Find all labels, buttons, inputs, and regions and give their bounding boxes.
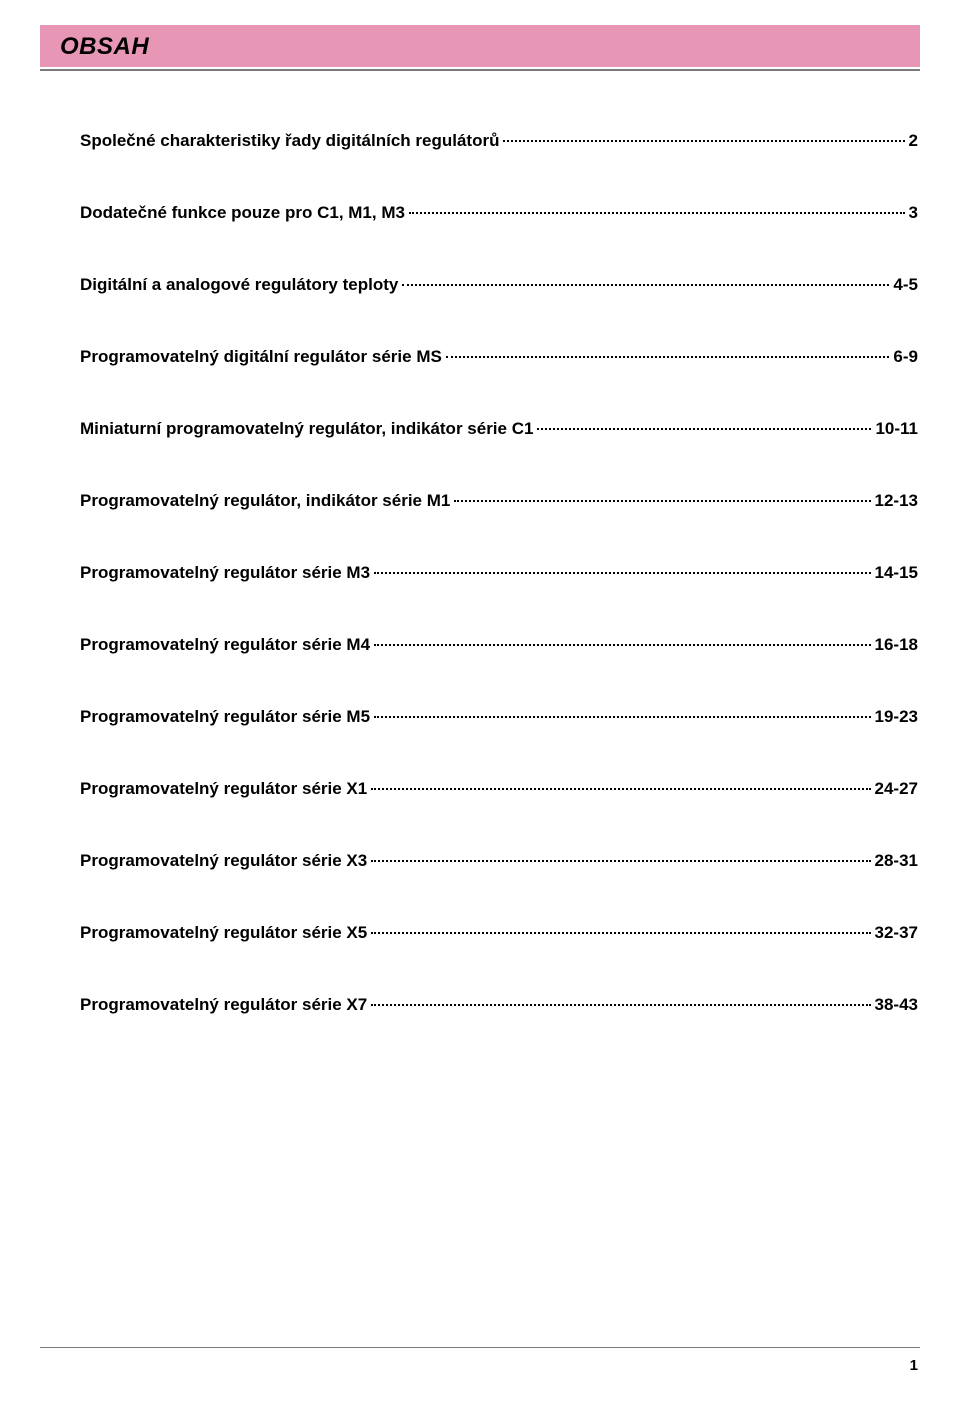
toc-label: Programovatelný regulátor série M5 xyxy=(80,707,370,727)
toc-dot-leader xyxy=(371,1004,870,1006)
toc-dot-leader xyxy=(374,644,870,646)
toc-dot-leader xyxy=(446,356,890,358)
toc-page: 2 xyxy=(909,131,918,151)
toc-entry: Programovatelný regulátor série M4 16-18 xyxy=(80,635,918,655)
toc-label: Společné charakteristiky řady digitálníc… xyxy=(80,131,499,151)
footer-line xyxy=(40,1347,920,1348)
toc-dot-leader xyxy=(409,212,905,214)
toc-label: Programovatelný regulátor série X7 xyxy=(80,995,367,1015)
toc-container: Společné charakteristiky řady digitálníc… xyxy=(80,131,918,1015)
toc-page: 12-13 xyxy=(875,491,918,511)
toc-dot-leader xyxy=(537,428,871,430)
toc-page: 16-18 xyxy=(875,635,918,655)
toc-dot-leader xyxy=(371,788,870,790)
toc-dot-leader xyxy=(371,932,870,934)
toc-dot-leader xyxy=(374,572,870,574)
header-title: OBSAH xyxy=(60,33,920,61)
page-number: 1 xyxy=(910,1357,918,1374)
header-underline xyxy=(40,69,920,71)
toc-dot-leader xyxy=(402,284,889,286)
toc-label: Digitální a analogové regulátory teploty xyxy=(80,275,398,295)
toc-label: Dodatečné funkce pouze pro C1, M1, M3 xyxy=(80,203,405,223)
toc-page: 32-37 xyxy=(875,923,918,943)
toc-entry: Programovatelný regulátor série X5 32-37 xyxy=(80,923,918,943)
toc-page: 4-5 xyxy=(893,275,918,295)
toc-page: 24-27 xyxy=(875,779,918,799)
toc-label: Programovatelný regulátor série X3 xyxy=(80,851,367,871)
toc-page: 6-9 xyxy=(893,347,918,367)
toc-entry: Společné charakteristiky řady digitálníc… xyxy=(80,131,918,151)
toc-dot-leader xyxy=(454,500,870,502)
toc-entry: Programovatelný digitální regulátor séri… xyxy=(80,347,918,367)
toc-entry: Digitální a analogové regulátory teploty… xyxy=(80,275,918,295)
toc-entry: Programovatelný regulátor série M3 14-15 xyxy=(80,563,918,583)
toc-page: 38-43 xyxy=(875,995,918,1015)
toc-entry: Programovatelný regulátor série M5 19-23 xyxy=(80,707,918,727)
toc-page: 14-15 xyxy=(875,563,918,583)
toc-dot-leader xyxy=(374,716,870,718)
toc-dot-leader xyxy=(503,140,904,142)
toc-entry: Programovatelný regulátor série X1 24-27 xyxy=(80,779,918,799)
header-bar: OBSAH xyxy=(40,25,920,67)
toc-entry: Programovatelný regulátor série X3 28-31 xyxy=(80,851,918,871)
toc-page: 3 xyxy=(909,203,918,223)
toc-page: 10-11 xyxy=(875,419,918,439)
toc-label: Programovatelný regulátor série M3 xyxy=(80,563,370,583)
toc-label: Programovatelný regulátor série X1 xyxy=(80,779,367,799)
toc-label: Programovatelný digitální regulátor séri… xyxy=(80,347,442,367)
toc-label: Programovatelný regulátor série X5 xyxy=(80,923,367,943)
toc-label: Programovatelný regulátor, indikátor sér… xyxy=(80,491,450,511)
toc-page: 28-31 xyxy=(875,851,918,871)
toc-entry: Dodatečné funkce pouze pro C1, M1, M3 3 xyxy=(80,203,918,223)
toc-label: Programovatelný regulátor série M4 xyxy=(80,635,370,655)
toc-dot-leader xyxy=(371,860,870,862)
toc-label: Miniaturní programovatelný regulátor, in… xyxy=(80,419,533,439)
toc-entry: Programovatelný regulátor série X7 38-43 xyxy=(80,995,918,1015)
toc-page: 19-23 xyxy=(875,707,918,727)
toc-entry: Miniaturní programovatelný regulátor, in… xyxy=(80,419,918,439)
toc-entry: Programovatelný regulátor, indikátor sér… xyxy=(80,491,918,511)
